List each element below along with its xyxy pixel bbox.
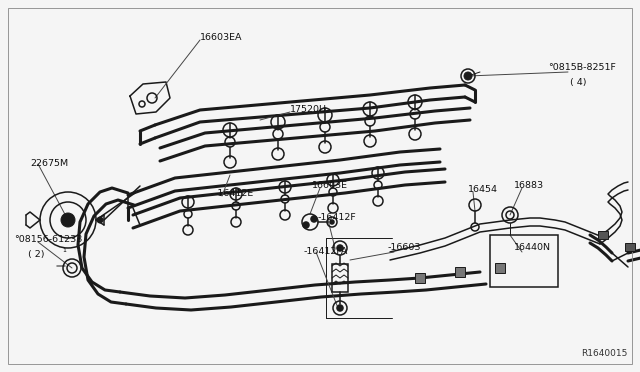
Text: -16412FA: -16412FA [304, 247, 348, 257]
Bar [332, 264, 348, 292]
Bar [490, 235, 558, 287]
Text: 16603EA: 16603EA [200, 33, 243, 42]
Circle shape [337, 305, 343, 311]
Circle shape [311, 216, 317, 222]
Circle shape [330, 220, 334, 224]
Circle shape [61, 213, 75, 227]
Text: °08156-61233: °08156-61233 [14, 235, 83, 244]
Text: 16603E: 16603E [312, 180, 348, 189]
Text: ( 4): ( 4) [570, 77, 586, 87]
Text: 17520U: 17520U [290, 106, 327, 115]
Bar [495, 263, 505, 273]
Circle shape [97, 217, 103, 223]
Text: ( 2): ( 2) [28, 250, 45, 259]
Text: -16412F: -16412F [318, 214, 356, 222]
Text: R1640015: R1640015 [582, 349, 628, 358]
Text: 22675M: 22675M [30, 158, 68, 167]
Text: ¹: ¹ [62, 248, 66, 258]
Circle shape [303, 222, 309, 228]
Circle shape [337, 245, 343, 251]
Text: °0815B-8251F: °0815B-8251F [548, 64, 616, 73]
Bar [455, 267, 465, 277]
Bar [415, 273, 425, 283]
Text: 16454: 16454 [468, 186, 498, 195]
Circle shape [464, 72, 472, 80]
Text: 16440N: 16440N [514, 244, 551, 253]
Text: -16412E: -16412E [215, 189, 254, 198]
Bar [598, 231, 608, 239]
Bar [625, 243, 635, 251]
Text: -16603: -16603 [388, 244, 422, 253]
Text: 16883: 16883 [514, 180, 544, 189]
